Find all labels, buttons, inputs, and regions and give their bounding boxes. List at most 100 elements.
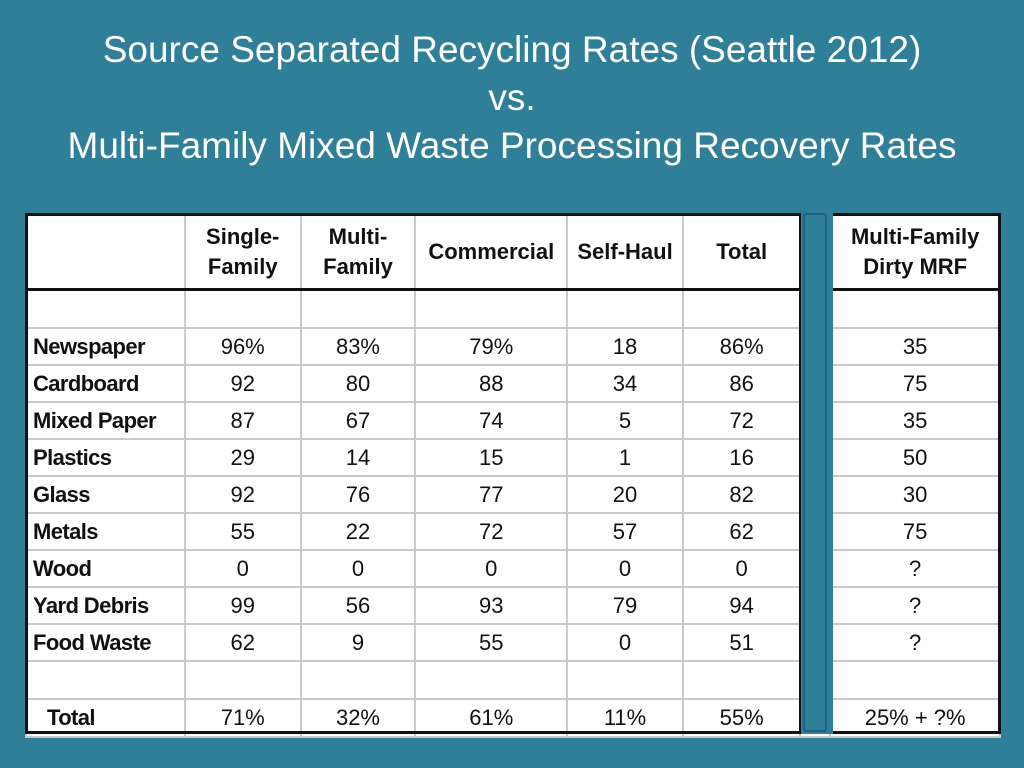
row-label: Plastics <box>25 438 186 477</box>
blank-row <box>25 288 1001 329</box>
table-row: Glass 92 76 77 20 82 30 <box>25 475 1001 514</box>
table-row: Cardboard 92 80 88 34 86 75 <box>25 364 1001 403</box>
total-value-cell: 71% <box>183 698 302 738</box>
blank-cell <box>566 288 684 329</box>
value-cell: 55 <box>183 512 302 551</box>
blank-cell <box>414 288 569 329</box>
blank-cell <box>566 660 684 700</box>
table-row: Yard Debris 99 56 93 79 94? <box>25 586 1001 625</box>
value-cell: 96% <box>183 327 302 366</box>
value-cell: 55 <box>414 623 569 662</box>
blank-cell <box>25 660 186 700</box>
blank-cell <box>299 288 417 329</box>
blank-cell <box>25 288 186 329</box>
value-cell: 0 <box>414 549 569 588</box>
mrf-value-cell: 75 <box>829 512 1001 551</box>
value-cell: 1 <box>566 438 684 477</box>
total-value-cell: 11% <box>566 698 684 738</box>
blank-cell <box>681 660 802 700</box>
column-header: Total <box>681 213 802 291</box>
table-row: Plastics 29 14 15 1 16 50 <box>25 438 1001 477</box>
value-cell: 15 <box>414 438 569 477</box>
row-label: Mixed Paper <box>25 401 186 440</box>
value-cell: 99 <box>183 586 302 625</box>
row-label: Food Waste <box>25 623 186 662</box>
total-mrf-cell: 25% + ?% <box>829 698 1001 738</box>
value-cell: 0 <box>299 549 417 588</box>
value-cell: 0 <box>183 549 302 588</box>
blank-cell <box>681 288 802 329</box>
blank-cell <box>183 660 302 700</box>
row-label: Glass <box>25 475 186 514</box>
value-cell: 29 <box>183 438 302 477</box>
value-cell: 77 <box>414 475 569 514</box>
title-line-2: vs. <box>488 77 536 118</box>
table-row: Metals 55 22 72 57 62 75 <box>25 512 1001 551</box>
mrf-value-cell: ? <box>829 586 1001 625</box>
row-label: Newspaper <box>25 327 186 366</box>
title-line-1: Source Separated Recycling Rates (Seattl… <box>102 29 922 70</box>
value-cell: 82 <box>681 475 802 514</box>
row-label: Yard Debris <box>25 586 186 625</box>
value-cell: 79 <box>566 586 684 625</box>
value-cell: 88 <box>414 364 569 403</box>
total-value-cell: 55% <box>681 698 802 738</box>
value-cell: 34 <box>566 364 684 403</box>
value-cell: 79% <box>414 327 569 366</box>
column-header: Commercial <box>414 213 569 291</box>
mrf-value-cell: ? <box>829 549 1001 588</box>
value-cell: 74 <box>414 401 569 440</box>
blank-cell <box>414 660 569 700</box>
mrf-value-cell: 50 <box>829 438 1001 477</box>
value-cell: 83% <box>299 327 417 366</box>
slide-title: Source Separated Recycling Rates (Seattl… <box>0 26 1024 170</box>
value-cell: 67 <box>299 401 417 440</box>
value-cell: 0 <box>566 623 684 662</box>
column-header: Self-Haul <box>566 213 684 291</box>
value-cell: 22 <box>299 512 417 551</box>
blank-cell <box>829 660 1001 700</box>
value-cell: 57 <box>566 512 684 551</box>
value-cell: 5 <box>566 401 684 440</box>
blank-cell <box>183 288 302 329</box>
column-header-mrf: Multi-Family Dirty MRF <box>829 213 1001 291</box>
value-cell: 14 <box>299 438 417 477</box>
table-row: Mixed Paper 87 67 74 5 72 35 <box>25 401 1001 440</box>
table-row: Wood 0 0 0 0 0? <box>25 549 1001 588</box>
column-separator-outline <box>803 213 827 732</box>
column-header: Single-Family <box>183 213 302 291</box>
value-cell: 92 <box>183 364 302 403</box>
value-cell: 51 <box>681 623 802 662</box>
mrf-value-cell: ? <box>829 623 1001 662</box>
row-label: Wood <box>25 549 186 588</box>
value-cell: 0 <box>566 549 684 588</box>
value-cell: 76 <box>299 475 417 514</box>
rates-grid: Single-Family Multi-Family Commercial Self-… <box>25 213 1001 738</box>
blank-cell <box>829 288 1001 329</box>
value-cell: 62 <box>183 623 302 662</box>
table-row: Food Waste 62 9 55 0 51? <box>25 623 1001 662</box>
total-row: Total 71% 32% 61% 11% 55% 25% + ?% <box>25 698 1001 738</box>
header-corner-cell <box>25 213 186 291</box>
recycling-rates-table: Single-Family Multi-Family Commercial Self-… <box>25 213 1001 738</box>
mrf-value-cell: 30 <box>829 475 1001 514</box>
column-header: Multi-Family <box>299 213 417 291</box>
value-cell: 72 <box>414 512 569 551</box>
blank-row <box>25 660 1001 700</box>
value-cell: 18 <box>566 327 684 366</box>
total-value-cell: 61% <box>414 698 569 738</box>
value-cell: 62 <box>681 512 802 551</box>
mrf-value-cell: 35 <box>829 401 1001 440</box>
blank-cell <box>299 660 417 700</box>
row-label: Metals <box>25 512 186 551</box>
row-label: Cardboard <box>25 364 186 403</box>
value-cell: 20 <box>566 475 684 514</box>
value-cell: 72 <box>681 401 802 440</box>
value-cell: 93 <box>414 586 569 625</box>
table-row: Newspaper 96% 83% 79% 18 86% 35 <box>25 327 1001 366</box>
value-cell: 56 <box>299 586 417 625</box>
value-cell: 86 <box>681 364 802 403</box>
value-cell: 86% <box>681 327 802 366</box>
value-cell: 87 <box>183 401 302 440</box>
title-line-3: Multi-Family Mixed Waste Processing Reco… <box>67 125 957 166</box>
